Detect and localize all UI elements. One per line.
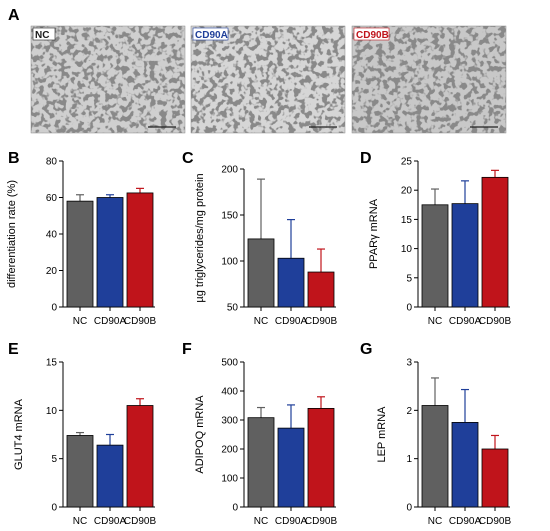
bar-cd90b [481, 176, 509, 308]
bar-cd90b [307, 407, 335, 508]
panel-label-g: G [360, 341, 372, 358]
bar-cd90b [126, 192, 154, 308]
x-tick-label: CD90A [94, 516, 127, 527]
y-axis-label: ADIPOQ mRNA [194, 395, 206, 474]
y-tick-label: 80 [46, 157, 58, 168]
y-tick-label: 500 [221, 358, 238, 369]
bar-nc [421, 405, 449, 508]
y-axis-label: PPARγ mRNA [368, 198, 380, 269]
x-tick-label: CD90B [479, 516, 512, 527]
bar-cd90b [307, 271, 335, 308]
y-tick-label: 200 [221, 445, 238, 456]
bar-nc [66, 200, 94, 308]
y-tick-label: 150 [221, 211, 238, 222]
y-tick-label: 400 [221, 387, 238, 398]
y-tick-label: 300 [221, 416, 238, 427]
y-axis-label: GLUT4 mRNA [13, 398, 25, 470]
y-axis-label: differentiation rate (%) [6, 180, 18, 288]
micrograph-tag: NC [35, 30, 49, 41]
y-tick-label: 0 [406, 503, 412, 514]
y-tick-label: 100 [221, 257, 238, 268]
y-tick-label: 5 [51, 454, 57, 465]
panel-label-b: B [8, 150, 20, 167]
y-tick-label: 20 [401, 186, 413, 197]
y-tick-label: 5 [406, 273, 412, 284]
panel-label-d: D [360, 150, 372, 167]
x-tick-label: CD90B [124, 316, 157, 327]
x-tick-label: NC [254, 516, 268, 527]
bar-nc [247, 238, 275, 308]
x-tick-label: NC [428, 516, 442, 527]
chart-panel-c: Cµg triglycerides/mg protein 50 100 150 200 N… [182, 150, 337, 327]
y-tick-label: 15 [401, 215, 413, 226]
bar-cd90a [277, 257, 305, 308]
y-tick-label: 100 [221, 474, 238, 485]
bar-cd90a [451, 203, 479, 308]
x-tick-label: CD90B [305, 316, 338, 327]
bar-nc [66, 435, 94, 508]
y-tick-label: 0 [406, 303, 412, 314]
y-tick-label: 3 [406, 358, 412, 369]
bar-nc [247, 417, 275, 508]
x-tick-label: CD90A [275, 316, 308, 327]
x-tick-label: CD90A [449, 316, 482, 327]
panel-label-f: F [182, 341, 192, 358]
y-tick-label: 50 [227, 303, 239, 314]
bar-cd90a [277, 427, 305, 508]
micrograph-nc: NC [30, 25, 186, 134]
panel-label-e: E [8, 341, 19, 358]
panel-label-a: A [8, 7, 20, 24]
y-axis-label: LEP mRNA [376, 406, 388, 463]
x-tick-label: CD90A [275, 516, 308, 527]
y-tick-label: 20 [46, 266, 58, 277]
y-tick-label: 0 [51, 503, 57, 514]
y-tick-label: 10 [46, 406, 58, 417]
y-tick-label: 25 [401, 157, 413, 168]
x-tick-label: CD90A [94, 316, 127, 327]
y-tick-label: 60 [46, 193, 58, 204]
micrograph-tag: CD90A [195, 30, 228, 41]
bar-cd90b [481, 448, 509, 508]
y-axis-label: µg triglycerides/mg protein [194, 173, 206, 302]
micrograph-cd90a: CD90A [190, 25, 346, 134]
x-tick-label: CD90A [449, 516, 482, 527]
y-tick-label: 0 [232, 503, 238, 514]
x-tick-label: CD90B [305, 516, 338, 527]
x-tick-label: NC [73, 316, 87, 327]
y-tick-label: 10 [401, 244, 413, 255]
x-tick-label: CD90B [124, 516, 157, 527]
y-tick-label: 2 [406, 406, 412, 417]
bar-nc [421, 204, 449, 308]
micrograph-tag: CD90B [356, 30, 389, 41]
y-tick-label: 0 [51, 303, 57, 314]
x-tick-label: CD90B [479, 316, 512, 327]
bar-cd90a [451, 422, 479, 508]
y-tick-label: 40 [46, 230, 58, 241]
x-tick-label: NC [73, 516, 87, 527]
micrograph-cd90b: CD90B [351, 25, 507, 134]
y-tick-label: 1 [406, 454, 412, 465]
panel-label-c: C [182, 150, 194, 167]
bar-cd90a [96, 444, 124, 508]
bar-cd90b [126, 405, 154, 508]
y-tick-label: 15 [46, 358, 58, 369]
x-tick-label: NC [254, 316, 268, 327]
y-tick-label: 200 [221, 165, 238, 176]
x-tick-label: NC [428, 316, 442, 327]
bar-cd90a [96, 197, 124, 308]
